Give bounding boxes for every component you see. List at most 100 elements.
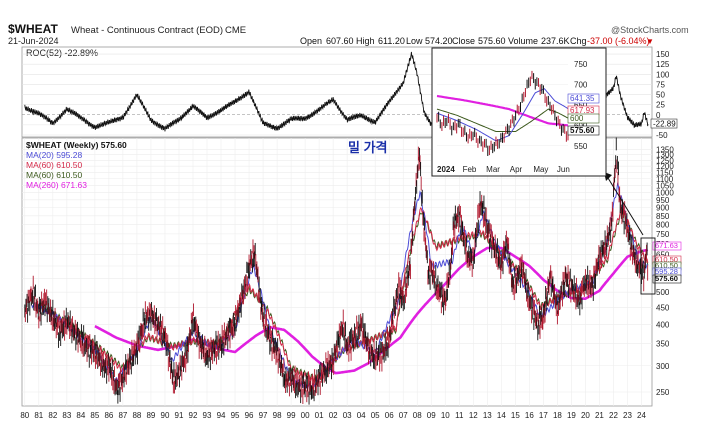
inset-value-label-ma60: 617.93 — [570, 106, 595, 115]
legend-ma20: MA(20) 595.28 — [26, 150, 82, 160]
x-tick-label: 95 — [231, 411, 240, 420]
inset-value-frame-close — [567, 125, 600, 136]
x-tick-label: 81 — [34, 411, 43, 420]
low-label: Low — [406, 36, 423, 46]
price-tick-label: 350 — [656, 340, 670, 349]
inset-value-label-ma20: 641.35 — [570, 94, 595, 103]
chart-date: 21-Jun-2024 — [8, 36, 59, 46]
x-tick-label: 22 — [609, 411, 618, 420]
x-tick-label: 24 — [637, 411, 646, 420]
x-tick-label: 07 — [399, 411, 408, 420]
value-label-ma20: 595.28 — [655, 267, 678, 276]
x-tick-label: 03 — [343, 411, 352, 420]
inset-x-tick-label: Jun — [557, 165, 570, 174]
value-label-ma60: 610.50 — [655, 255, 678, 264]
volume-value: 237.6K — [541, 36, 570, 46]
x-tick-label: 00 — [301, 411, 310, 420]
x-tick-label: 02 — [329, 411, 338, 420]
x-tick-label: 15 — [511, 411, 520, 420]
price-tick-label: 300 — [656, 362, 670, 371]
inset-x-tick-label: 2024 — [437, 165, 455, 174]
inset-value-label-ma60b: 600 — [570, 114, 584, 123]
inset-ma60-line — [436, 108, 569, 132]
inset-x-tick-label: Feb — [463, 165, 477, 174]
price-tick-label: 1100 — [656, 175, 674, 184]
price-tick-label: 1250 — [656, 156, 674, 165]
x-tick-label: 23 — [623, 411, 632, 420]
recent-highlight-box — [640, 237, 656, 295]
price-tick-label: 750 — [656, 230, 670, 239]
price-tick-label: 850 — [656, 212, 670, 221]
price-tick-label: 500 — [656, 288, 670, 297]
x-tick-label: 06 — [385, 411, 394, 420]
inset-value-frame-ma60b — [567, 113, 600, 124]
price-tick-label: 950 — [656, 196, 670, 205]
inset-zoom-chart: 750 700 650 600 550 2024 Feb Mar Apr May Jun 641.… — [431, 47, 607, 177]
x-tick-label: 05 — [371, 411, 380, 420]
price-tick-label: 800 — [656, 221, 670, 230]
inset-y-tick-label: 550 — [574, 142, 588, 151]
inset-price-bars — [436, 70, 569, 156]
inset-x-axis: 2024 Feb Mar Apr May Jun — [437, 165, 570, 174]
x-tick-label: 80 — [20, 411, 29, 420]
price-tick-label: 1350 — [656, 145, 674, 154]
inset-x-tick-label: Mar — [486, 165, 500, 174]
price-tick-label: 650 — [656, 250, 670, 259]
price-tick-label: 1150 — [656, 168, 674, 177]
x-axis: 80 81 82 83 84 85 86 87 88 89 90 91 92 93 94 95 96 97 98 99… — [20, 411, 646, 420]
close-value: 575.60 — [478, 36, 506, 46]
high-value: 611.20 — [378, 36, 405, 46]
inset-y-tick-label: 700 — [574, 81, 588, 90]
inset-x-tick-label: May — [533, 165, 548, 174]
x-tick-label: 21 — [595, 411, 604, 420]
chg-label: Chg — [570, 36, 587, 46]
legend-wheat: $WHEAT (Weekly) 575.60 — [26, 140, 127, 150]
roc-last-value-box: -22.89 — [650, 118, 678, 129]
roc-tick-label: 50 — [656, 91, 665, 100]
x-tick-label: 90 — [161, 411, 170, 420]
close-label: Close — [452, 36, 475, 46]
x-tick-label: 18 — [553, 411, 562, 420]
roc-tick-label: 125 — [656, 60, 670, 69]
x-tick-label: 08 — [413, 411, 422, 420]
x-tick-label: 13 — [483, 411, 492, 420]
open-label: Open — [300, 36, 322, 46]
chg-value: -37.00 (-6.04%) — [587, 36, 650, 46]
stockcharts-watermark: @StockCharts.com — [611, 25, 689, 35]
open-value: 607.60 — [326, 36, 354, 46]
roc-panel-frame — [21, 46, 653, 138]
x-tick-label: 96 — [245, 411, 254, 420]
inset-y-tick-label: 750 — [574, 60, 588, 69]
x-tick-label: 19 — [567, 411, 576, 420]
x-tick-label: 82 — [48, 411, 57, 420]
roc-tick-label: 100 — [656, 70, 670, 79]
roc-tick-label: 25 — [656, 101, 665, 110]
x-tick-label: 20 — [581, 411, 590, 420]
x-tick-label: 04 — [357, 411, 366, 420]
legend-ma60-red: MA(60) 610.50 — [26, 160, 82, 170]
chart-title: Wheat - Continuous Contract (EOD) — [71, 25, 223, 36]
x-tick-label: 97 — [259, 411, 268, 420]
down-arrow-icon: ▼ — [646, 37, 654, 46]
x-tick-label: 88 — [132, 411, 141, 420]
x-tick-label: 87 — [118, 411, 127, 420]
roc-last-value: -22.89 — [653, 120, 676, 129]
value-label-frame-close — [652, 274, 682, 284]
inset-value-label-close: 575.60 — [570, 126, 595, 135]
value-label-frame-ma260 — [652, 241, 682, 251]
roc-tick-label: 0 — [656, 111, 661, 120]
inset-value-frame-ma20 — [567, 93, 600, 104]
x-tick-label: 93 — [203, 411, 212, 420]
roc-tick-label: -50 — [656, 131, 668, 140]
x-tick-label: 09 — [427, 411, 436, 420]
x-tick-label: 14 — [497, 411, 506, 420]
x-tick-label: 84 — [76, 411, 85, 420]
chart-exchange: CME — [225, 25, 246, 36]
roc-tick-label: 150 — [656, 50, 670, 59]
x-tick-label: 16 — [525, 411, 534, 420]
price-legend: $WHEAT (Weekly) 575.60 MA(20) 595.28 MA(… — [26, 140, 127, 190]
